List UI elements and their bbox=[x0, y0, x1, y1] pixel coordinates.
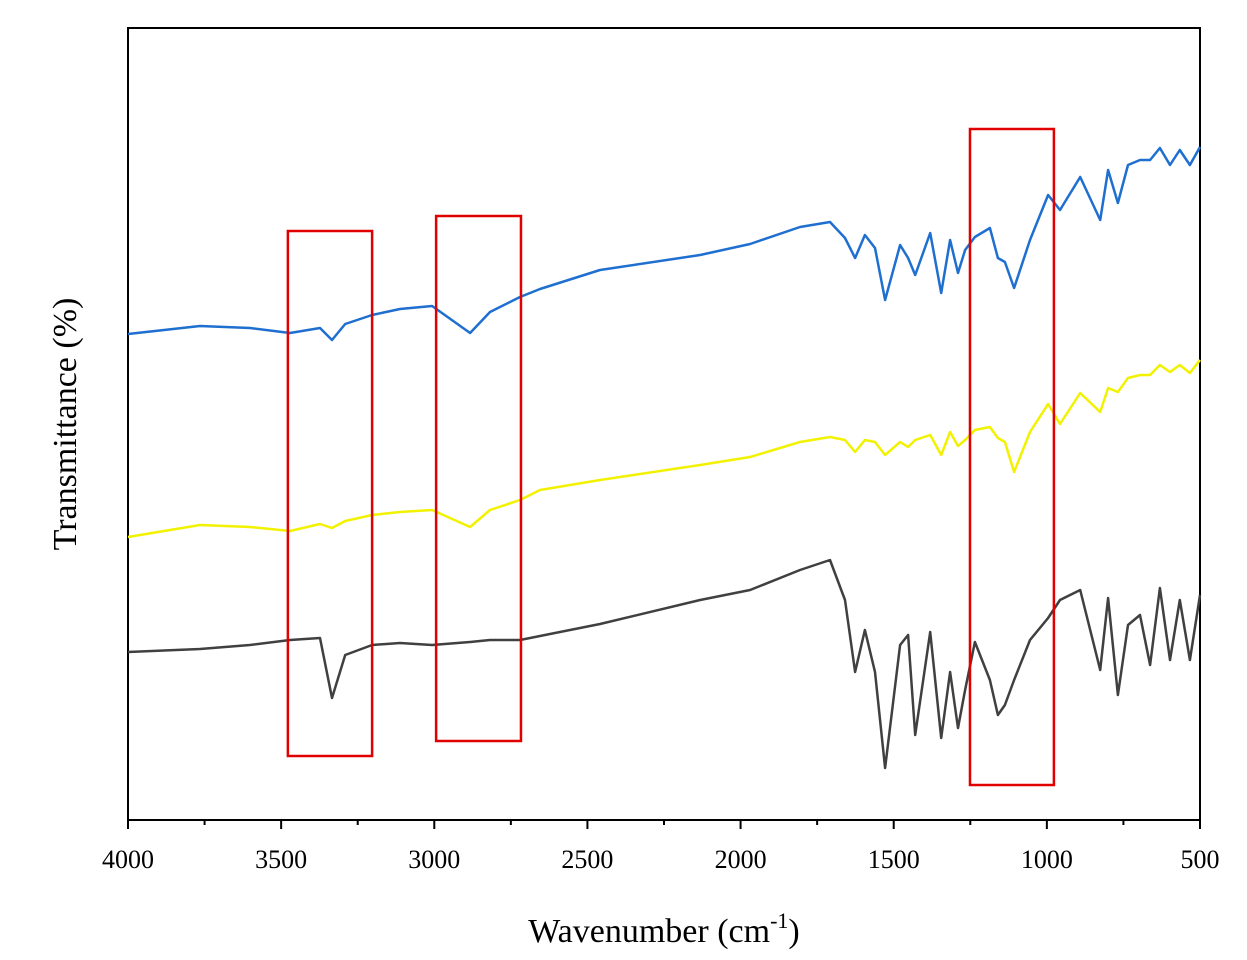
highlight-box bbox=[434, 214, 523, 743]
x-tick-label: 2000 bbox=[715, 845, 767, 874]
x-axis-label: Wavenumber (cm-1) bbox=[528, 908, 799, 950]
x-label-sup: -1 bbox=[770, 908, 788, 933]
spectrum-line bbox=[127, 558, 1202, 770]
x-label-text: Wavenumber (cm bbox=[528, 913, 770, 950]
x-tick-label: 1500 bbox=[868, 845, 920, 874]
x-tick-label: 3000 bbox=[408, 845, 460, 874]
x-tick-label: 1000 bbox=[1021, 845, 1073, 874]
x-tick-label: 500 bbox=[1181, 845, 1220, 874]
x-tick-label: 4000 bbox=[102, 845, 154, 874]
highlight-box bbox=[968, 127, 1056, 787]
x-tick-label: 2500 bbox=[561, 845, 613, 874]
x-tick-label: 3500 bbox=[255, 845, 307, 874]
x-label-suffix: ) bbox=[788, 913, 799, 950]
highlight-box bbox=[286, 229, 374, 758]
y-axis-label: Transmittance (%) bbox=[47, 298, 84, 551]
spectrum-line bbox=[127, 146, 1202, 342]
spectrum-line bbox=[127, 359, 1201, 539]
